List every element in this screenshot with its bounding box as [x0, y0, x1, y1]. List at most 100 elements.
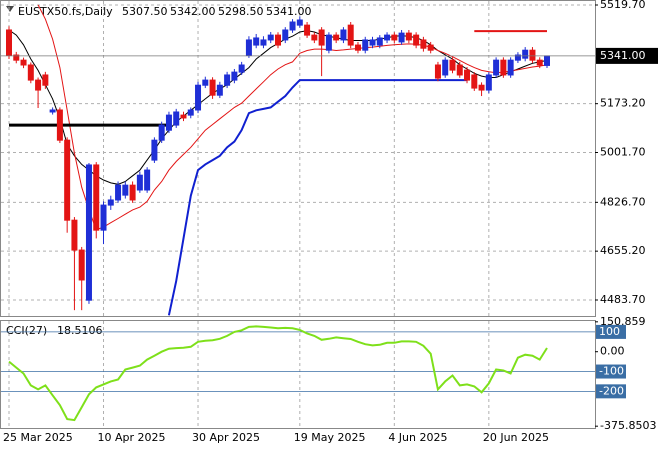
candle-body — [245, 39, 252, 56]
x-tick-label: 25 Mar 2025 — [3, 431, 73, 444]
y-tick-label: 4483.70 — [600, 293, 646, 306]
candle-body — [536, 59, 543, 66]
candle-body — [85, 164, 92, 301]
candle-body — [158, 124, 165, 141]
price-panel-frame — [0, 0, 596, 317]
candle-body — [187, 109, 194, 116]
indicator-line — [167, 79, 467, 316]
y-tick-label: 0.00 — [600, 345, 625, 358]
candle-body — [238, 64, 245, 73]
symbol-title: EUSTX50.fs,Daily — [18, 5, 113, 18]
candle-body — [122, 184, 129, 196]
candle-body — [180, 114, 187, 119]
candle-body — [231, 71, 238, 81]
candle-body — [391, 34, 398, 41]
candle-body — [253, 37, 260, 46]
ohlc-label: 5342.00 — [170, 5, 216, 18]
candle-body — [449, 59, 456, 71]
candle-body — [129, 184, 136, 201]
level-label: 100 — [599, 325, 620, 338]
candle-body — [384, 34, 391, 41]
candle-body — [413, 34, 420, 46]
candle-body — [318, 29, 325, 46]
price-label-box — [596, 47, 658, 64]
candle-body — [42, 74, 49, 86]
candle-body — [376, 37, 383, 46]
candle-body — [507, 59, 514, 76]
candle-body — [136, 174, 143, 191]
candle-body — [304, 24, 311, 36]
candle-body — [20, 59, 27, 66]
candle-body — [369, 39, 376, 46]
cci-panel-frame — [0, 320, 596, 429]
candle-body — [522, 49, 529, 59]
candle-body — [456, 64, 463, 76]
candle-body — [529, 49, 536, 61]
candle-body — [485, 74, 492, 91]
candle-body — [144, 169, 151, 191]
x-tick-label: 19 May 2025 — [294, 431, 366, 444]
candle-body — [202, 79, 209, 86]
candle-body — [420, 39, 427, 49]
candle-body — [354, 44, 361, 51]
candle-body — [544, 55, 550, 66]
candle-body — [296, 19, 303, 26]
candle-body — [442, 59, 449, 76]
candle-body — [478, 84, 485, 91]
candle-body — [471, 74, 478, 89]
candle-body — [224, 74, 231, 86]
candle-body — [427, 44, 434, 51]
candle-body — [6, 29, 12, 56]
level-label: -100 — [599, 365, 624, 378]
level-label-box — [596, 384, 626, 399]
candle-body — [340, 29, 347, 41]
candle-body — [333, 34, 340, 41]
candle-body — [115, 184, 122, 201]
candle-body — [35, 79, 42, 91]
cci-title: CCI(27) — [6, 324, 47, 337]
x-tick-label: 30 Apr 2025 — [192, 431, 260, 444]
candle-body — [260, 39, 267, 46]
candle-body — [151, 139, 158, 161]
y-tick-label: 5519.70 — [600, 0, 646, 11]
y-tick-label: -375.8503 — [600, 419, 656, 432]
candle-body — [216, 84, 223, 96]
level-label: -200 — [599, 384, 624, 397]
candle-body — [434, 64, 441, 79]
ohlc-label: 5298.50 — [218, 5, 264, 18]
candle-body — [64, 139, 71, 221]
candle-body — [49, 109, 56, 113]
ohlc-label: 5307.50 — [122, 5, 168, 18]
y-tick-label: 4826.70 — [600, 195, 646, 208]
candle-body — [195, 84, 202, 111]
candle-body — [398, 32, 405, 43]
candle-body — [56, 109, 63, 141]
level-label-box — [596, 324, 626, 339]
candle-body — [267, 34, 274, 41]
candle-body — [107, 199, 114, 206]
cci-last-value: 18.5106 — [57, 324, 103, 337]
candle-body — [325, 34, 332, 51]
x-tick-label: 10 Apr 2025 — [98, 431, 166, 444]
candle-body — [78, 249, 85, 281]
candle-body — [93, 164, 100, 231]
y-tick-label: 4655.20 — [600, 244, 646, 257]
cci-line — [8, 325, 548, 422]
y-tick-label: 5001.70 — [600, 146, 646, 159]
candle-body — [71, 219, 78, 251]
candle-body — [27, 64, 34, 81]
candle-body — [289, 21, 296, 31]
level-label-box — [596, 364, 626, 379]
price-label: 5341.00 — [600, 49, 646, 62]
candle-body — [500, 59, 507, 76]
candle-body — [165, 114, 172, 131]
symbol-icon — [6, 6, 14, 12]
candle-body — [362, 39, 369, 51]
candle-body — [209, 79, 216, 96]
candle-body — [311, 34, 318, 41]
candle-body — [493, 59, 500, 76]
y-tick-label: 5173.20 — [600, 97, 646, 110]
x-tick-label: 4 Jun 2025 — [388, 431, 447, 444]
